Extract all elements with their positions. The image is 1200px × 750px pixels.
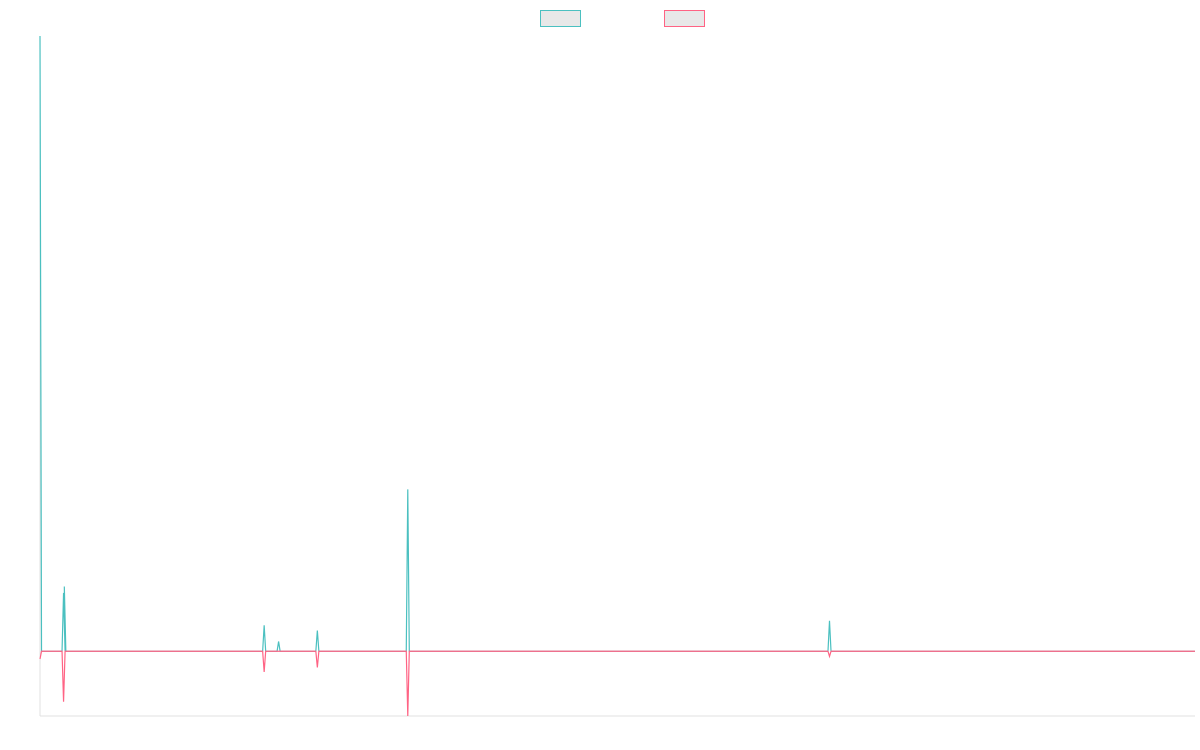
series-line-2 bbox=[39, 650, 1195, 717]
legend[interactable] bbox=[540, 10, 705, 27]
series-line-1 bbox=[39, 35, 1195, 652]
legend-item-2[interactable] bbox=[664, 10, 705, 27]
legend-swatch-1 bbox=[540, 10, 581, 27]
legend-swatch-2 bbox=[664, 10, 705, 27]
series-lines bbox=[39, 35, 1195, 717]
legend-item-1[interactable] bbox=[540, 10, 581, 27]
axes bbox=[39, 36, 1195, 717]
